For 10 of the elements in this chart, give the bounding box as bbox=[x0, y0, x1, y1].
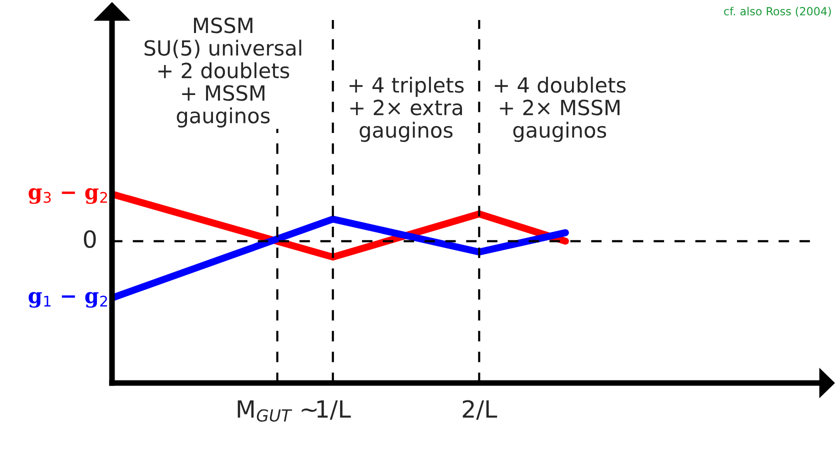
series-label: g$_{1}$ − g$_{2}$ bbox=[28, 292, 107, 308]
x-tick-label: 2/L bbox=[462, 400, 498, 420]
text: cf. also Ross (2004) bbox=[724, 6, 831, 17]
text: + 4 doublets + 2× MSSM gauginos bbox=[494, 76, 626, 142]
text: MSSM SU(5) universal + 2 doublets + MSSM gauginos bbox=[144, 18, 302, 128]
text: + 4 triplets + 2× extra gauginos bbox=[350, 76, 464, 142]
x-tick-label: M$_{GUT}$ ~ bbox=[238, 400, 317, 422]
series-label: g$_{3}$ − g$_{2}$ bbox=[28, 188, 107, 204]
x-tick-label: 1/L bbox=[317, 400, 351, 420]
ref-line-label: 0 bbox=[84, 230, 96, 248]
